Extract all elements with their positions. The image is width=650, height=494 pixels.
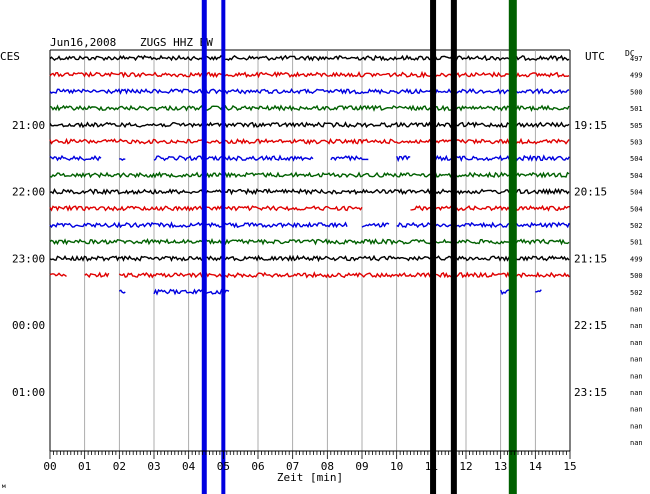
left-time-label: 00:00 <box>12 319 45 332</box>
trace-line <box>118 289 126 294</box>
traces <box>49 54 570 296</box>
transient-event <box>450 0 457 494</box>
dc-value: 505 <box>630 122 643 130</box>
transient-event <box>508 0 517 494</box>
trace-line <box>330 155 369 162</box>
right-time-label: 19:15 <box>574 119 607 132</box>
right-time-labels: 19:15 20:15 21:15 22:15 23:15 <box>574 119 607 399</box>
dc-value: 504 <box>630 205 643 213</box>
station-label: ZUGS HHZ BW <box>140 36 213 49</box>
trace-line <box>153 154 314 162</box>
x-axis-title: Zeit [min] <box>277 471 343 484</box>
dc-values: 497 499 500 501 505 503 504 504 504 504 502 501 499 5… <box>630 55 643 447</box>
trace-line <box>49 187 570 196</box>
dc-value: nan <box>630 306 643 314</box>
dc-value: 504 <box>630 172 643 180</box>
dc-value: 497 <box>630 55 643 63</box>
x-tick-label: 07 <box>286 460 299 473</box>
trace-line <box>49 104 570 112</box>
trace-line <box>500 289 510 296</box>
trace-line <box>118 271 570 279</box>
transient-event <box>201 0 207 494</box>
left-time-labels: 21:00 22:00 23:00 00:00 01:00 <box>12 119 45 399</box>
dc-value: 502 <box>630 222 643 230</box>
trace-line <box>49 272 67 277</box>
trace-line <box>49 221 348 229</box>
dc-label: DC <box>625 49 635 58</box>
x-tick-label: 10 <box>390 460 403 473</box>
x-tick-label: 06 <box>251 460 264 473</box>
dc-value: 504 <box>630 155 643 163</box>
x-tick-label: 09 <box>355 460 368 473</box>
trace-line <box>396 155 411 163</box>
dc-value: nan <box>630 439 643 447</box>
x-tick-label: 05 <box>217 460 230 473</box>
transient-event <box>221 0 226 494</box>
corner-mark: м <box>2 483 6 490</box>
dc-value: nan <box>630 322 643 330</box>
dc-value: nan <box>630 389 643 397</box>
dc-value: nan <box>630 356 643 364</box>
x-tick-label: 03 <box>147 460 160 473</box>
dc-value: nan <box>630 372 643 380</box>
dc-value: nan <box>630 406 643 414</box>
x-tick-label: 01 <box>78 460 91 473</box>
left-time-label: 01:00 <box>12 386 45 399</box>
trace-line <box>535 289 542 293</box>
dc-value: 504 <box>630 189 643 197</box>
utc-label: UTC <box>585 50 605 63</box>
dc-value: 500 <box>630 88 643 96</box>
trace-line <box>49 171 570 179</box>
dc-value: 503 <box>630 139 643 147</box>
ces-label: CES <box>0 50 20 63</box>
transient-event <box>430 0 437 494</box>
x-tick-label: 02 <box>113 460 126 473</box>
x-tick-label: 13 <box>494 460 507 473</box>
right-time-label: 21:15 <box>574 252 607 265</box>
left-time-label: 23:00 <box>12 252 45 265</box>
right-time-label: 22:15 <box>574 319 607 332</box>
transients <box>201 0 517 494</box>
trace-line <box>49 154 102 162</box>
trace-line <box>361 221 390 228</box>
dc-value: 501 <box>630 105 643 113</box>
x-tick-label: 11 <box>425 460 438 473</box>
trace-line <box>49 254 570 263</box>
left-time-label: 21:00 <box>12 119 45 132</box>
left-time-label: 22:00 <box>12 186 45 199</box>
dc-value: nan <box>630 422 643 430</box>
trace-line <box>153 288 230 296</box>
dc-value: nan <box>630 339 643 347</box>
x-tick-label: 04 <box>182 460 196 473</box>
trace-line <box>49 87 570 96</box>
dc-value: 501 <box>630 239 643 247</box>
grid <box>49 49 571 451</box>
trace-line <box>119 158 126 161</box>
trace-line <box>49 237 570 246</box>
dc-value: 499 <box>630 255 643 263</box>
trace-line <box>410 204 570 212</box>
x-tick-label: 12 <box>459 460 472 473</box>
date-label: Jun16,2008 <box>50 36 116 49</box>
x-axis: 00 01 02 03 04 05 06 07 08 09 10 11 12 13 14 15 <box>43 450 577 473</box>
x-tick-label: 00 <box>43 460 56 473</box>
dc-value: 502 <box>630 289 643 297</box>
dc-value: 500 <box>630 272 643 280</box>
right-time-label: 20:15 <box>574 186 607 199</box>
right-time-label: 23:15 <box>574 386 607 399</box>
x-tick-label: 15 <box>563 460 576 473</box>
trace-line <box>49 137 570 146</box>
trace-line <box>84 271 110 279</box>
trace-line <box>49 70 570 79</box>
x-tick-label: 08 <box>321 460 334 473</box>
trace-line <box>49 120 570 129</box>
trace-line <box>49 54 570 62</box>
x-tick-label: 14 <box>529 460 543 473</box>
dc-value: 499 <box>630 72 643 80</box>
trace-line <box>396 221 570 229</box>
